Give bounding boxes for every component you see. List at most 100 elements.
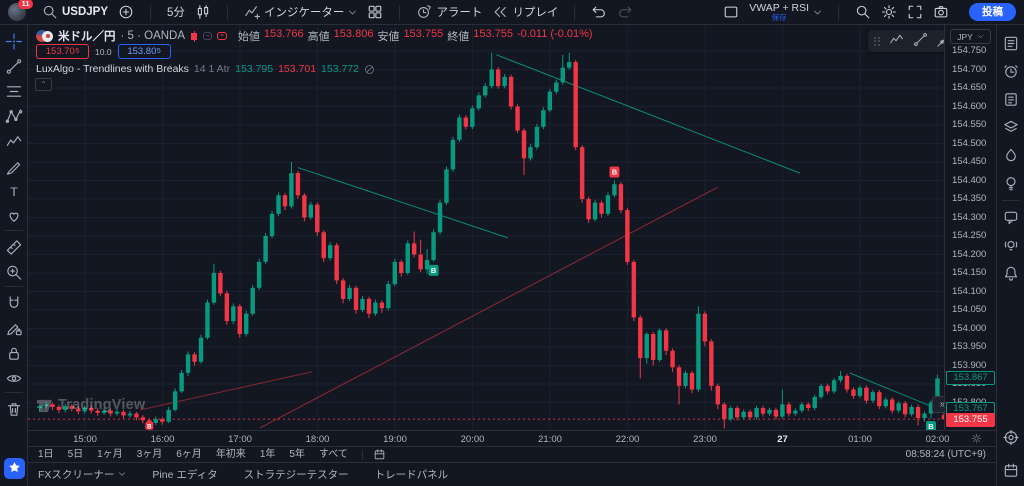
divider xyxy=(226,4,228,20)
xabcd-pattern-icon[interactable] xyxy=(5,108,22,125)
panel-tab-3[interactable]: ストラテジーテスター xyxy=(243,469,349,481)
extended-line-tool-icon[interactable] xyxy=(936,32,944,50)
symbol-legend[interactable]: 米ドル／円 · 5 · OANDA – = 始値 153.766 高値 153.80… xyxy=(36,28,593,44)
brush-icon[interactable] xyxy=(5,158,22,175)
legend-collapsed-pill[interactable]: – xyxy=(203,32,213,40)
change-value: -0.011 (-0.01%) xyxy=(516,28,593,40)
economic-target-icon[interactable] xyxy=(1002,429,1019,446)
range-button-年初来[interactable]: 年初来 xyxy=(215,448,246,460)
settings-gear-icon[interactable] xyxy=(881,4,897,20)
journal-icon[interactable] xyxy=(1002,91,1019,108)
currency-toggle[interactable]: JPY xyxy=(950,29,991,44)
snapshot-camera-icon[interactable] xyxy=(933,4,949,20)
price-tick: 154.650 xyxy=(952,82,987,93)
sell-button[interactable]: 153.70 5 xyxy=(36,44,89,59)
alert-button[interactable]: アラート xyxy=(416,4,482,20)
last-price-label: 153.755 xyxy=(946,413,995,428)
quick-search-icon[interactable] xyxy=(855,4,871,20)
favorites-star-button[interactable] xyxy=(4,458,25,479)
polyline-tool-icon[interactable] xyxy=(889,32,904,50)
panel-tab-1[interactable]: FXスクリーナー xyxy=(38,467,126,482)
range-button-5日[interactable]: 5日 xyxy=(67,448,84,460)
floating-drawing-toolbar[interactable] xyxy=(868,30,944,52)
price-tick: 153.900 xyxy=(952,359,987,371)
redo-icon[interactable] xyxy=(617,4,633,20)
lock-all-icon[interactable] xyxy=(5,345,22,362)
replay-button[interactable]: リプレイ xyxy=(492,4,558,20)
custom-range-calendar-icon[interactable] xyxy=(373,448,386,461)
template-select[interactable]: VWAP + RSI 保存 xyxy=(749,2,822,22)
range-button-1ヶ月[interactable]: 1ヶ月 xyxy=(97,448,123,460)
price-tick: 153.950 xyxy=(952,341,987,352)
layout-select-icon[interactable] xyxy=(723,4,739,20)
drag-handle-icon[interactable] xyxy=(874,36,880,46)
low-value: 153.755 xyxy=(403,28,444,40)
drawing-lock-icon[interactable] xyxy=(5,320,22,337)
template-save-link[interactable]: 保存 xyxy=(771,13,787,22)
alert-label: アラート xyxy=(436,7,483,19)
axis-settings-gear-icon[interactable] xyxy=(971,433,982,444)
ideas-icon[interactable] xyxy=(1002,175,1019,192)
panel-tab-4[interactable]: トレードパネル xyxy=(374,469,449,481)
price-tick: 154.000 xyxy=(952,322,987,334)
indicator-value-1: 153.795 xyxy=(235,63,274,75)
watchlist-icon[interactable] xyxy=(1002,35,1019,52)
divider xyxy=(150,4,152,20)
range-button-5年[interactable]: 5年 xyxy=(289,448,305,460)
trend-line-icon[interactable] xyxy=(5,58,22,75)
alerts-icon[interactable] xyxy=(1002,63,1019,80)
legend-collapse-button[interactable]: ⌃ xyxy=(35,78,52,91)
currency-pair-flags-icon xyxy=(36,29,53,43)
layers-icon[interactable] xyxy=(1002,119,1019,136)
compare-add-icon[interactable] xyxy=(118,4,134,20)
elliott-wave-icon[interactable] xyxy=(5,133,22,150)
divider xyxy=(399,4,401,20)
range-button-6ヶ月[interactable]: 6ヶ月 xyxy=(176,448,202,460)
fib-retracement-icon[interactable] xyxy=(5,83,22,100)
legend-collapsed-pill-red[interactable]: = xyxy=(217,32,227,40)
panel-tab-2[interactable]: Pine エディタ xyxy=(152,469,218,481)
range-button-3ヶ月[interactable]: 3ヶ月 xyxy=(136,448,163,460)
price-tick: 154.350 xyxy=(952,193,987,204)
price-tick: 154.150 xyxy=(952,267,987,278)
price-tick: 154.100 xyxy=(952,285,987,297)
crosshair-icon[interactable] xyxy=(5,33,22,50)
streams-icon[interactable] xyxy=(1002,237,1019,254)
hide-all-icon[interactable] xyxy=(5,370,22,387)
undo-icon[interactable] xyxy=(591,4,607,20)
buy-button[interactable]: 153.80 5 xyxy=(117,44,171,59)
price-axis[interactable]: JPY 154.750 154.700 154.650 154.600 154.550 1… xyxy=(944,25,996,430)
indicators-button[interactable]: インジケーター xyxy=(244,4,358,20)
text-icon[interactable]: T xyxy=(5,183,22,200)
chat-icon[interactable] xyxy=(1002,209,1019,226)
zoom-in-icon[interactable] xyxy=(5,264,22,281)
range-button-1年[interactable]: 1年 xyxy=(259,448,276,460)
symbol-search-button[interactable]: USDJPY xyxy=(42,4,108,20)
indicator-templates-icon[interactable] xyxy=(367,4,383,20)
ruler-icon[interactable] xyxy=(5,239,22,256)
calendar-icon[interactable] xyxy=(1002,462,1019,479)
chart-pane[interactable]: B B B B 米ドル／円 · 5 · OANDA – = 始値 153.766 高値 1… xyxy=(28,25,944,430)
time-axis[interactable]: 15:00 16:00 17:00 18:00 19:00 20:00 21:00 22:00… xyxy=(28,430,996,446)
time-tick: 16:00 xyxy=(150,434,175,445)
notifications-icon[interactable] xyxy=(1002,265,1019,282)
fullscreen-icon[interactable] xyxy=(907,4,923,20)
indicator-legend[interactable]: LuxAlgo - Trendlines with Breaks 14 1 At… xyxy=(36,63,375,75)
replay-icon xyxy=(492,4,508,20)
hotlist-icon[interactable] xyxy=(1002,147,1019,164)
chart-style-icon[interactable] xyxy=(195,4,211,20)
rail-divider xyxy=(5,392,23,393)
publish-button[interactable]: 投稿 xyxy=(969,2,1016,22)
trash-icon[interactable] xyxy=(5,401,22,418)
price-tick: 154.300 xyxy=(952,211,987,223)
interval-button[interactable]: 5分 xyxy=(167,7,185,19)
session-clock[interactable]: 08:58:24 (UTC+9) xyxy=(905,449,986,460)
magnet-icon[interactable] xyxy=(5,295,22,312)
range-button-すべて[interactable]: すべて xyxy=(318,448,348,460)
user-avatar[interactable]: 11 xyxy=(8,0,33,21)
range-button-1日[interactable]: 1日 xyxy=(38,448,54,460)
emoji-icon[interactable] xyxy=(5,208,22,225)
indicator-value-3: 153.772 xyxy=(321,63,360,75)
candlestick-chart[interactable]: B B B B xyxy=(28,25,944,430)
trendline-tool-icon[interactable] xyxy=(913,32,928,50)
